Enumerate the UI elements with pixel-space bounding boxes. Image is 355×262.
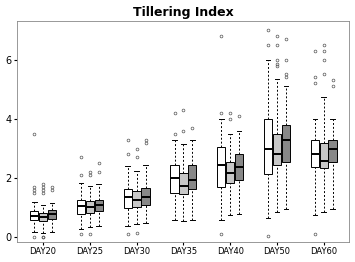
Bar <box>141 188 150 205</box>
Bar <box>328 140 337 162</box>
Bar <box>264 119 272 174</box>
Bar <box>86 201 94 213</box>
Bar <box>77 199 85 214</box>
Bar <box>282 125 290 162</box>
Title: Tillering Index: Tillering Index <box>133 6 234 19</box>
Bar <box>235 155 243 180</box>
Bar <box>48 210 56 219</box>
Bar <box>124 189 132 208</box>
Bar <box>188 165 197 189</box>
Bar <box>132 191 141 207</box>
Bar <box>179 173 187 194</box>
Bar <box>217 147 225 187</box>
Bar <box>226 162 234 183</box>
Bar <box>94 199 103 211</box>
Bar <box>39 213 47 221</box>
Bar <box>273 134 281 165</box>
Bar <box>311 140 319 167</box>
Bar <box>30 211 38 220</box>
Bar <box>170 165 179 193</box>
Bar <box>320 143 328 168</box>
